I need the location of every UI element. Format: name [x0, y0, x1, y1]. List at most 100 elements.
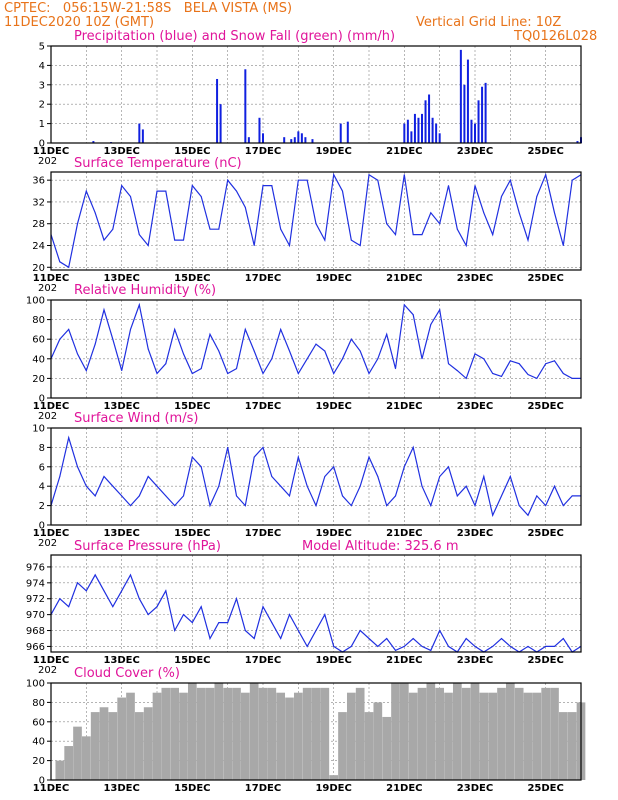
x-tick-label: 15DEC: [174, 783, 210, 794]
data-point: [403, 304, 405, 306]
data-point: [262, 185, 264, 187]
data-point: [200, 466, 202, 468]
panel-frame: [50, 171, 582, 271]
data-point: [191, 185, 193, 187]
precip-bar: [258, 117, 261, 143]
data-point: [492, 234, 494, 236]
series-line-wind: [50, 435, 581, 518]
precip-bar: [463, 84, 466, 143]
data-point: [85, 590, 87, 592]
data-point: [85, 190, 87, 192]
x-tick-label: 17DEC: [245, 655, 281, 666]
data-point: [68, 437, 70, 439]
precip-bar: [481, 86, 484, 143]
x-tick-label: 23DEC: [457, 783, 493, 794]
data-point: [191, 456, 193, 458]
data-point: [333, 466, 335, 468]
x-tick-label: 23DEC: [457, 146, 493, 157]
data-point: [377, 358, 379, 360]
data-point: [395, 649, 396, 651]
data-point: [262, 606, 264, 608]
x-tick-label: 21DEC: [386, 146, 422, 157]
data-point: [571, 495, 573, 497]
y-tick-label: 972: [26, 594, 45, 605]
data-point: [501, 637, 502, 639]
x-tick-label: 15DEC: [174, 401, 210, 412]
data-point: [386, 505, 388, 507]
x-tick-label: 17DEC: [245, 528, 281, 539]
x-tick-label: 25DEC: [527, 273, 563, 284]
data-point: [59, 338, 61, 340]
data-point: [527, 239, 529, 241]
cloud-bar: [320, 687, 330, 780]
cloud-bar: [258, 687, 268, 780]
y-tick-label: 970: [26, 610, 45, 621]
data-point: [474, 505, 476, 507]
data-point: [554, 645, 555, 647]
header-date: 11DEC2020 10Z (GMT): [4, 15, 155, 30]
cloud-bar: [497, 687, 506, 780]
y-tick-label: 10: [32, 424, 45, 435]
y-tick-label: 2: [39, 501, 45, 512]
data-point: [289, 495, 290, 497]
precip-bar: [459, 49, 462, 143]
data-point: [209, 333, 211, 335]
x-tick-label: 19DEC: [315, 273, 351, 284]
data-point: [554, 360, 555, 362]
data-point: [280, 485, 282, 487]
precip-bar: [141, 129, 144, 143]
precip-bar: [484, 82, 487, 143]
data-point: [156, 485, 158, 487]
data-point: [395, 495, 396, 497]
data-point: [545, 505, 547, 507]
data-point: [156, 373, 158, 374]
precip-bar: [92, 141, 95, 143]
panel-frame: [50, 682, 582, 781]
precip-bar: [438, 133, 441, 143]
data-point: [421, 358, 423, 360]
cloud-bar: [223, 687, 233, 780]
data-point: [165, 495, 167, 497]
x-year-label: 202: [38, 538, 57, 549]
x-tick-label: 21DEC: [386, 783, 422, 794]
data-point: [244, 505, 246, 507]
cloud-bar: [64, 746, 74, 780]
data-point: [200, 368, 202, 370]
precip-bar: [290, 139, 293, 143]
data-point: [271, 185, 273, 187]
precip-bar: [216, 78, 219, 143]
series-line-pressure: [50, 573, 582, 653]
data-point: [439, 630, 441, 632]
data-point: [103, 476, 105, 477]
data-point: [527, 514, 529, 516]
data-point: [147, 614, 149, 616]
data-point: [403, 645, 405, 647]
y-tick-label: 100: [26, 679, 45, 690]
data-point: [536, 377, 538, 379]
data-point: [244, 630, 246, 632]
data-point: [112, 485, 114, 487]
data-point: [218, 485, 220, 487]
data-point: [85, 370, 87, 372]
data-point: [430, 212, 432, 214]
x-tick-label: 17DEC: [245, 273, 281, 284]
data-point: [174, 630, 176, 632]
panel-title-pressure: Surface Pressure (hPa): [74, 539, 221, 554]
x-year-label: 202: [38, 283, 57, 294]
precip-bar: [297, 131, 300, 143]
x-tick-label: 23DEC: [457, 528, 493, 539]
data-point: [253, 350, 255, 352]
data-point: [324, 476, 326, 477]
data-point: [571, 179, 573, 181]
data-point: [545, 645, 547, 647]
y-tick-label: 5: [39, 42, 45, 53]
data-point: [456, 495, 458, 497]
data-point: [103, 239, 105, 241]
x-tick-label: 11DEC: [33, 528, 69, 539]
cloud-bar: [73, 726, 82, 780]
x-tick-label: 19DEC: [315, 401, 351, 412]
data-point: [350, 505, 352, 507]
data-point: [501, 375, 502, 377]
panel-frame: [50, 554, 582, 653]
precip-bar: [283, 137, 286, 143]
